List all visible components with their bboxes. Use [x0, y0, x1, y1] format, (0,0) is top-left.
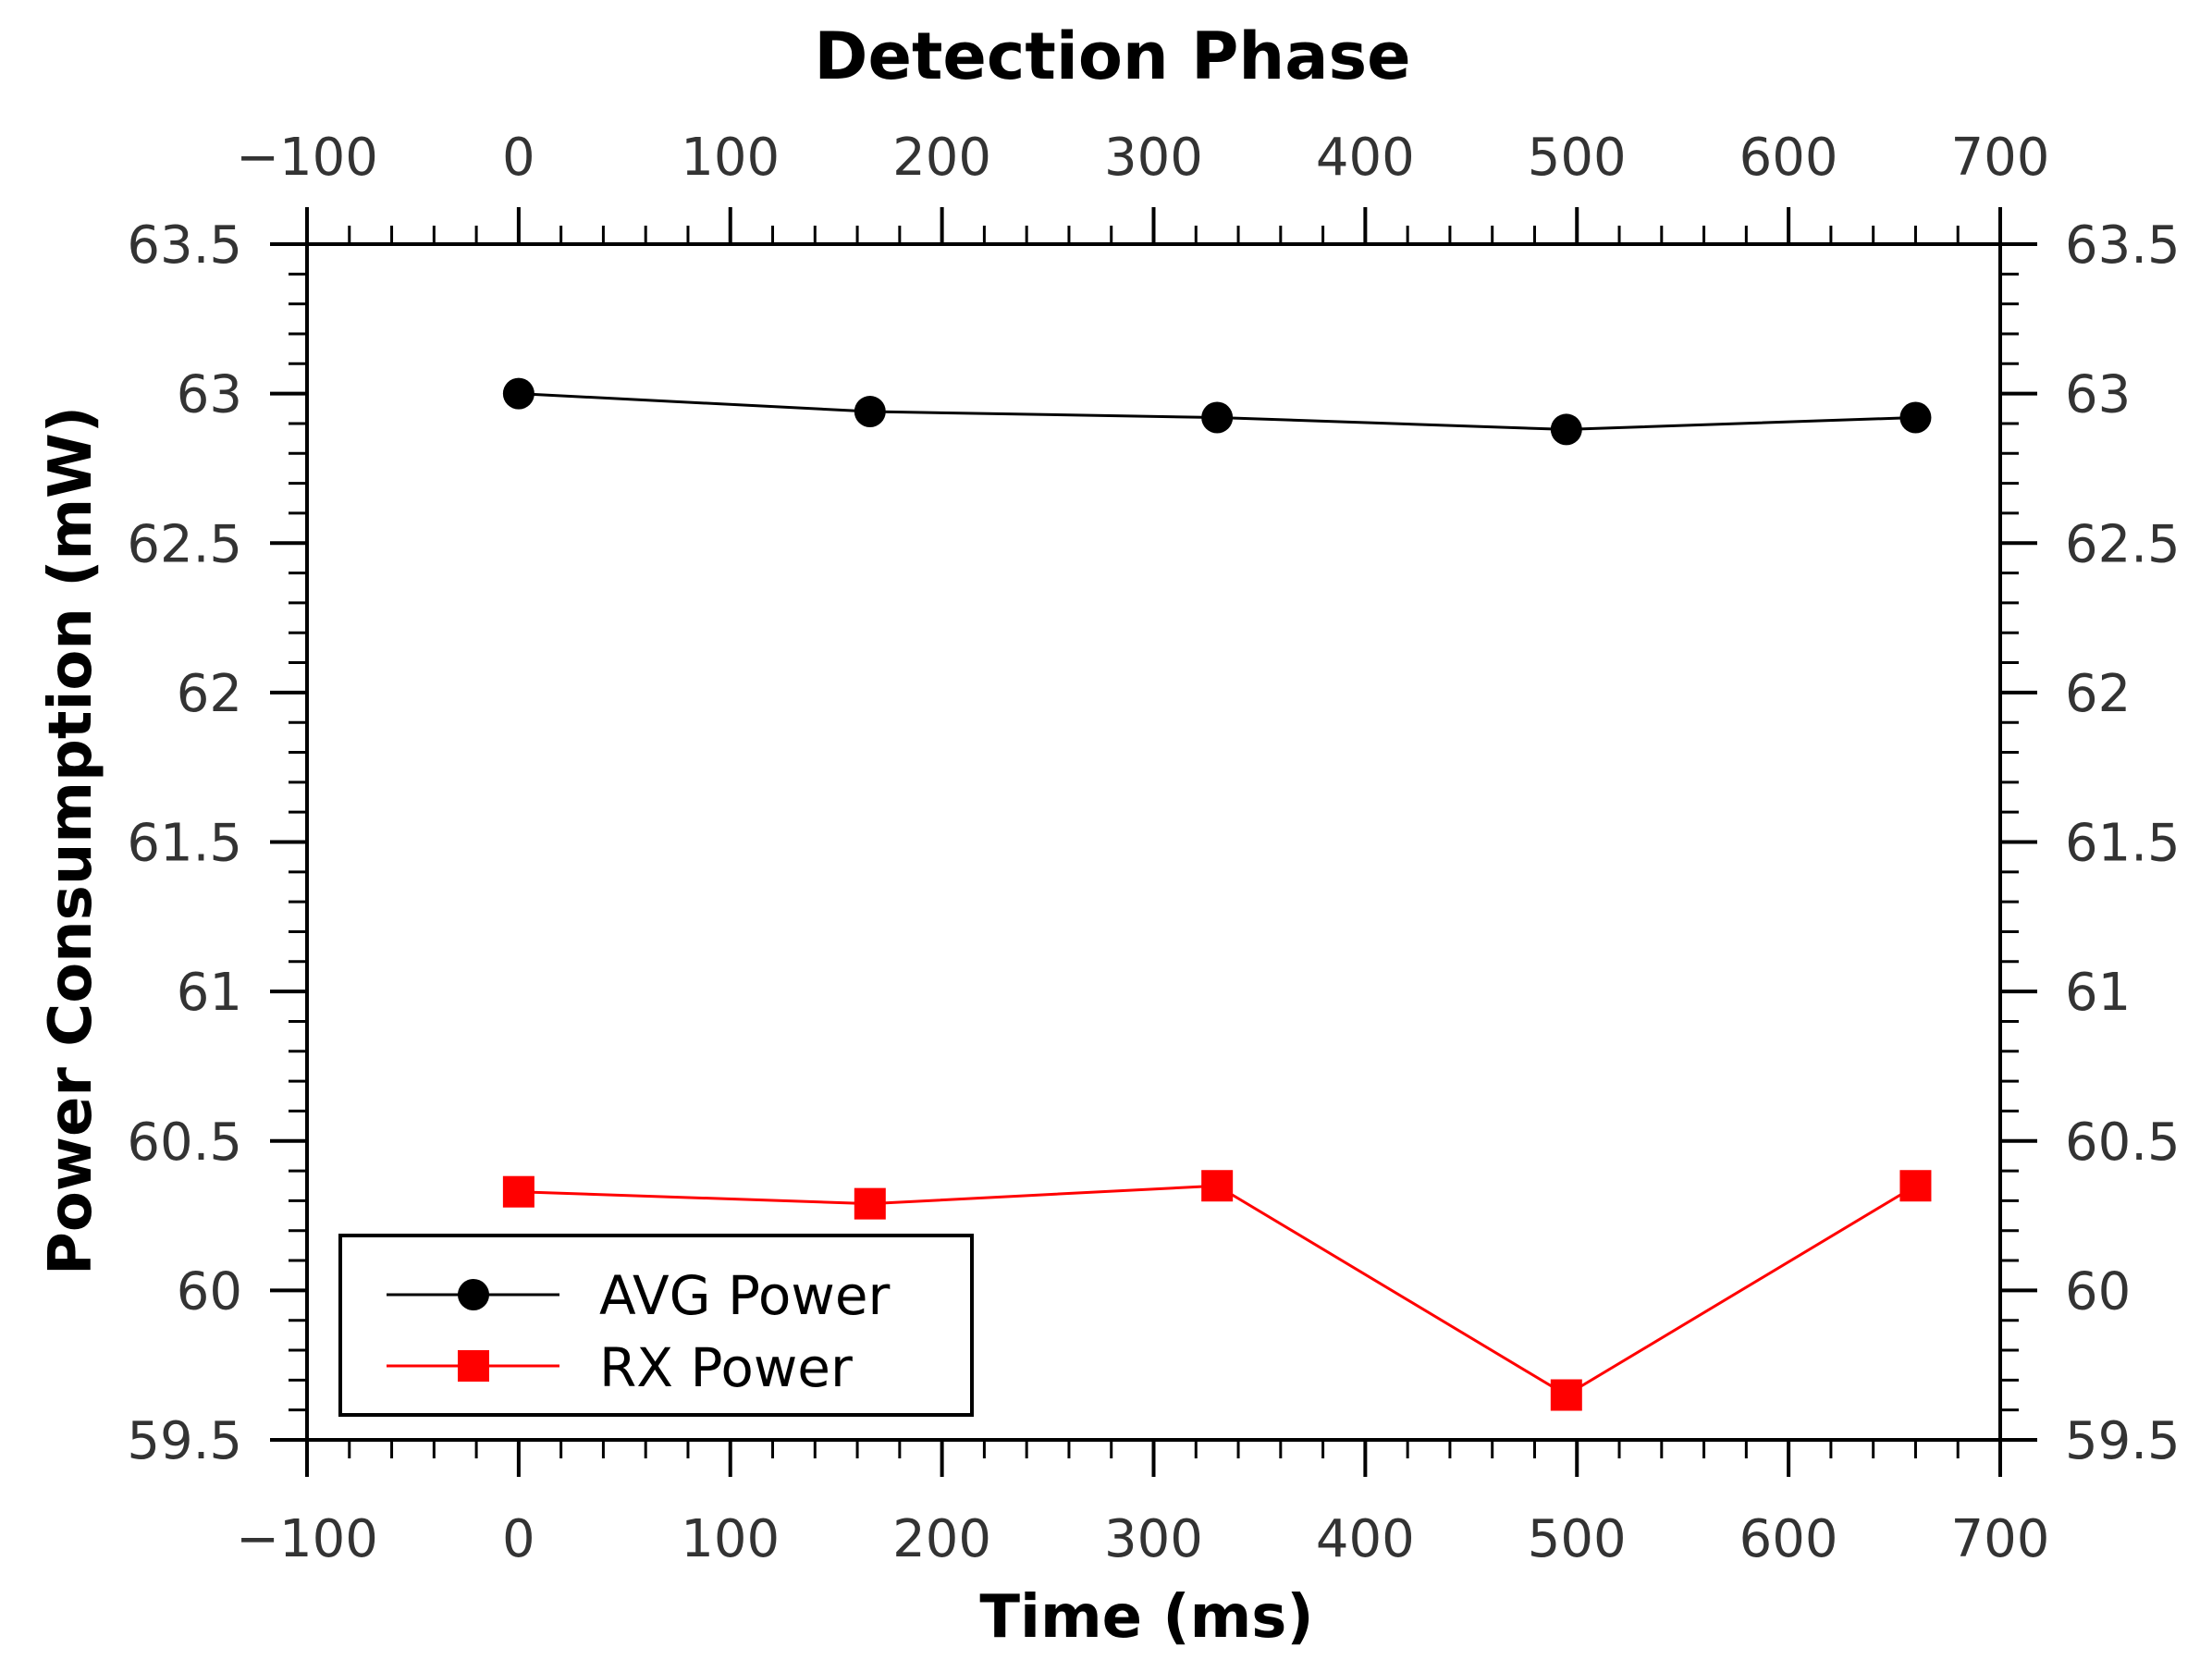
data-point-avg-power: [502, 377, 535, 410]
tick-labels-layer: −100 −100 0 0 100 100 200 200 300 300 400 400 500 500…: [127, 128, 2180, 1569]
x-tick-label-bottom: 300: [1104, 1509, 1203, 1569]
x-tick-label-top: 0: [502, 128, 535, 188]
y-tick-label-left: 62.5: [127, 514, 242, 574]
legend-label-rx-power: RX Power: [599, 1336, 853, 1399]
x-tick-label-bottom: 700: [1951, 1509, 2050, 1569]
y-tick-label-right: 60: [2065, 1261, 2131, 1322]
y-tick-label-right: 63: [2065, 365, 2131, 425]
y-tick-label-right: 61: [2065, 963, 2131, 1023]
y-tick-label-left: 61.5: [127, 814, 242, 874]
y-tick-label-left: 62: [177, 664, 242, 724]
series-layer: [502, 377, 1932, 1411]
x-tick-label-top: −100: [236, 128, 378, 188]
y-axis-title: Power Consumption (mW): [37, 406, 105, 1275]
x-tick-label-top: 300: [1104, 128, 1203, 188]
x-tick-label-bottom: 500: [1528, 1509, 1627, 1569]
x-tick-label-bottom: 600: [1739, 1509, 1838, 1569]
x-tick-label-bottom: 0: [502, 1509, 535, 1569]
y-tick-label-right: 59.5: [2065, 1411, 2181, 1471]
legend-box: [338, 1234, 974, 1417]
y-tick-label-right: 62: [2065, 664, 2131, 724]
data-point-rx-power: [854, 1187, 886, 1220]
y-tick-label-right: 60.5: [2065, 1113, 2181, 1173]
ticks-layer: [270, 207, 2037, 1477]
data-point-rx-power: [1899, 1170, 1932, 1202]
legend-marker-avg-power: [458, 1279, 489, 1310]
x-tick-label-bottom: 100: [681, 1509, 780, 1569]
x-tick-label-top: 400: [1316, 128, 1415, 188]
y-tick-label-right: 61.5: [2065, 814, 2181, 874]
data-point-rx-power: [1201, 1170, 1234, 1202]
data-point-avg-power: [1201, 401, 1234, 434]
data-point-rx-power: [1550, 1379, 1582, 1411]
data-point-rx-power: [502, 1175, 535, 1208]
x-tick-label-top: 700: [1951, 128, 2050, 188]
chart-title: Detection Phase: [814, 18, 1410, 94]
x-tick-label-top: 500: [1528, 128, 1627, 188]
y-tick-label-left: 63.5: [127, 215, 242, 276]
x-tick-label-bottom: 400: [1316, 1509, 1415, 1569]
data-point-avg-power: [1899, 401, 1932, 434]
x-tick-label-top: 200: [892, 128, 991, 188]
y-tick-label-right: 63.5: [2065, 215, 2181, 276]
legend: AVG Power RX Power: [338, 1234, 974, 1417]
legend-marker-rx-power: [458, 1350, 489, 1382]
x-tick-label-bottom: −100: [236, 1509, 378, 1569]
x-tick-label-top: 100: [681, 128, 780, 188]
legend-entries: [387, 1279, 559, 1382]
y-tick-label-left: 60.5: [127, 1113, 242, 1173]
y-tick-label-left: 61: [177, 963, 242, 1023]
y-tick-label-left: 59.5: [127, 1411, 242, 1471]
x-tick-label-bottom: 200: [892, 1509, 991, 1569]
data-point-avg-power: [1550, 413, 1582, 446]
y-tick-label-left: 63: [177, 365, 242, 425]
legend-label-avg-power: AVG Power: [599, 1264, 891, 1327]
data-point-avg-power: [854, 396, 886, 428]
y-tick-label-right: 62.5: [2065, 514, 2181, 574]
x-tick-label-top: 600: [1739, 128, 1838, 188]
x-axis-title: Time (ms): [979, 1583, 1313, 1652]
y-tick-label-left: 60: [177, 1261, 242, 1322]
